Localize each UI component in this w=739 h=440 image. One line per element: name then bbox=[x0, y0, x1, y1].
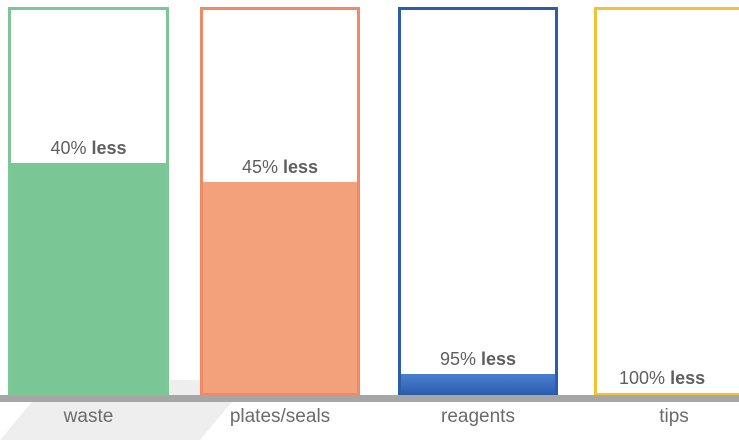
x-axis-baseline bbox=[0, 395, 739, 402]
bar-fill-plates-seals bbox=[203, 182, 357, 393]
bar-label-plates-seals-pct: 45% bbox=[241, 157, 278, 177]
category-label-tips: tips bbox=[659, 406, 689, 427]
bar-label-tips-pct: 100% bbox=[619, 368, 666, 388]
bar-label-reagents-word: less bbox=[481, 349, 517, 369]
bar-plates-seals: 45% less bbox=[200, 7, 360, 396]
bar-label-waste: 40% less bbox=[11, 138, 166, 159]
category-label-plates-seals: plates/seals bbox=[229, 406, 331, 427]
bar-label-reagents: 95% less bbox=[401, 349, 555, 370]
bar-label-plates-seals-word: less bbox=[283, 157, 319, 177]
bar-label-plates-seals: 45% less bbox=[203, 157, 357, 178]
bar-label-waste-pct: 40% bbox=[50, 138, 87, 158]
bar-label-waste-word: less bbox=[91, 138, 127, 158]
bar-label-reagents-pct: 95% bbox=[439, 349, 476, 369]
bar-label-tips-word: less bbox=[670, 368, 706, 388]
category-label-waste: waste bbox=[63, 406, 114, 427]
bar-fill-waste bbox=[11, 163, 166, 393]
bar-label-tips: 100% less bbox=[619, 368, 739, 389]
category-label-reagents: reagents bbox=[441, 406, 515, 427]
bar-tips: 100% less bbox=[594, 7, 739, 396]
bar-reagents: 95% less bbox=[398, 7, 558, 396]
bar-waste: 40% less bbox=[8, 7, 169, 396]
bar-fill-reagents bbox=[401, 374, 555, 393]
